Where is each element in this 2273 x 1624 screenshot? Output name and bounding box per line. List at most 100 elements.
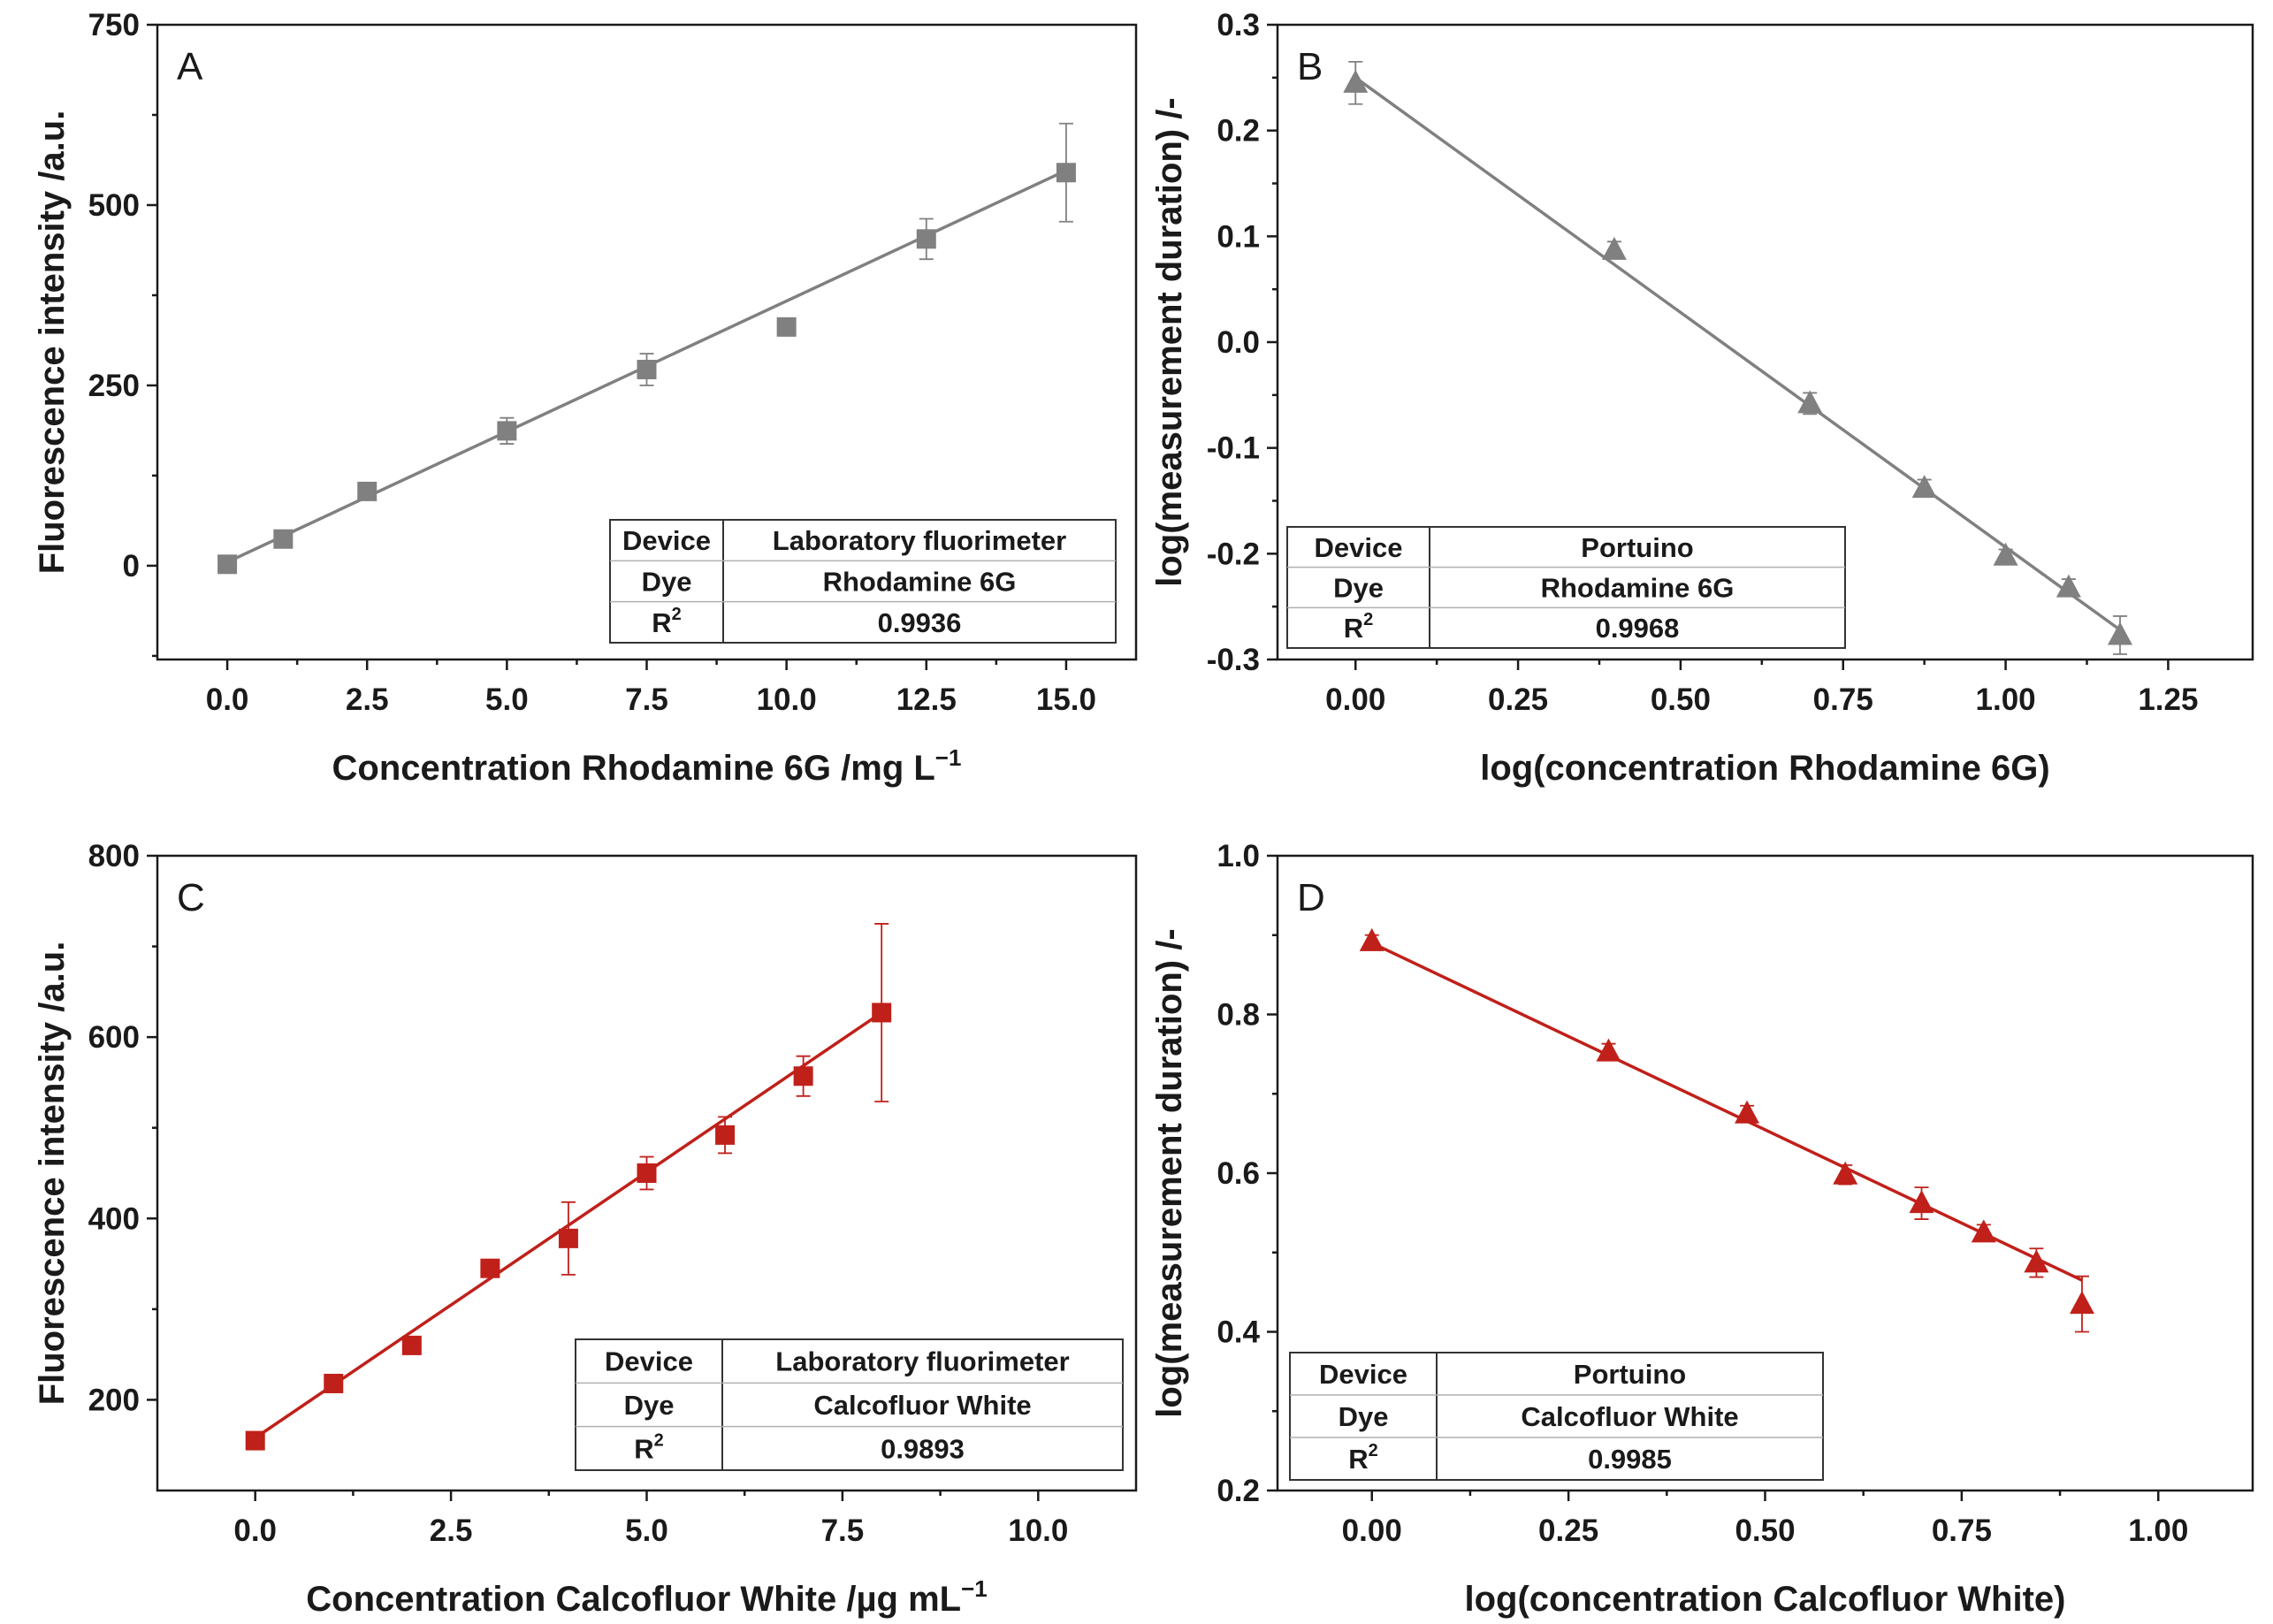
panel-d-data-point <box>1833 1161 1858 1185</box>
panel-b-data-point <box>1911 475 1937 499</box>
panel-b-data-point <box>2107 621 2132 645</box>
panel-d-y-tick-label: 0.4 <box>1217 1315 1260 1350</box>
panel-d-y-tick-label: 0.6 <box>1217 1156 1260 1191</box>
panel-b-x-tick-label: 0.00 <box>1325 682 1385 717</box>
panel-c-x-tick-label: 2.5 <box>430 1513 473 1548</box>
panel-a-data-point <box>776 316 797 337</box>
panel-a-x-axis-title: Concentration Rhodamine 6G /mg L−1 <box>332 744 962 788</box>
panel-b-data-point <box>2056 574 2081 598</box>
panel-a-x-tick-label: 15.0 <box>1036 682 1096 717</box>
panel-d-fit-line <box>1370 942 2083 1282</box>
panel-c-data-point <box>245 1430 265 1451</box>
panel-a-data-point <box>217 554 238 575</box>
panel-b-table-label: Device <box>1315 532 1403 563</box>
panel-a: 0.0 2.5 5.0 7.5 10.0 12.5 15.0 0 250 500 750 A Conce… <box>33 8 1138 788</box>
panel-d-table-label: R2 <box>1348 1441 1378 1475</box>
panel-c-data-point <box>793 1066 813 1086</box>
panel-d: 0.00 0.25 0.50 0.75 1.00 0.2 0.4 0.6 0.8 1.0 Dlog(… <box>1150 839 2254 1619</box>
panel-b-table-value: 0.9968 <box>1596 613 1680 644</box>
panel-c-table-border <box>575 1338 1124 1471</box>
panel-c-y-tick-label: 200 <box>88 1383 140 1417</box>
panel-a-y-tick-label: 750 <box>88 8 140 42</box>
panel-b-y-tick-label: 0.1 <box>1217 219 1260 254</box>
panel-a-x-tick-label: 12.5 <box>896 682 957 717</box>
panel-b-data-point <box>1601 236 1627 260</box>
panel-d-table-value: 0.9985 <box>1588 1444 1672 1475</box>
panel-c-data-point <box>558 1228 578 1248</box>
panel-a-y-tick-label: 250 <box>88 369 140 403</box>
panel-c-table-label: R2 <box>634 1430 664 1464</box>
panel-b: 0.00 0.25 0.50 0.75 1.00 1.25 -0.3 -0.2 -0.1 0.0 0… <box>1150 8 2254 788</box>
panel-b-x-tick-label: 0.50 <box>1651 682 1711 717</box>
panel-b-y-tick-label: 0.2 <box>1217 114 1260 149</box>
panel-c-table-value: 0.9893 <box>881 1433 965 1464</box>
panel-b-x-tick-label: 0.75 <box>1813 682 1873 717</box>
panel-c-y-tick-label: 400 <box>88 1201 140 1236</box>
panel-c-x-tick-label: 5.0 <box>625 1513 668 1548</box>
panel-a-x-tick-label: 7.5 <box>625 682 668 717</box>
panel-b-table-label: R2 <box>1344 610 1374 644</box>
panel-c-data-point <box>480 1258 500 1278</box>
panel-d-y-tick-label: 1.0 <box>1217 839 1260 873</box>
panel-d-x-axis-title: log(concentration Calcofluor White) <box>1465 1580 2066 1619</box>
panel-c-data-point <box>401 1335 422 1355</box>
panel-b-x-tick-label: 1.25 <box>2138 682 2198 717</box>
panel-d-table-value: Calcofluor White <box>1521 1401 1738 1432</box>
panel-b-data-point <box>1797 390 1823 414</box>
panel-d-info-table: Device Portuino Dye Calcofluor White R2 0.998… <box>1289 1352 1824 1481</box>
panel-a-x-tick-label: 0.0 <box>206 682 249 717</box>
panel-c-data-point <box>715 1125 736 1145</box>
panel-d-table-value: Portuino <box>1574 1359 1686 1390</box>
panel-b-table-label: Dye <box>1333 573 1384 604</box>
panel-c-x-tick-label: 7.5 <box>821 1513 865 1548</box>
panel-c-table-value: Calcofluor White <box>813 1390 1031 1421</box>
panel-b-y-tick-label: 0.0 <box>1217 325 1260 360</box>
panel-b-data-point <box>1993 542 2018 566</box>
panel-a-data-point <box>497 421 517 441</box>
panel-c-x-tick-label: 0.0 <box>233 1513 277 1548</box>
panel-c-table-label: Dye <box>624 1390 675 1421</box>
panel-c-y-axis-title: Fluorescence intensity /a.u. <box>33 942 72 1406</box>
panel-d-data-point <box>1596 1038 1621 1062</box>
panel-b-data-point <box>1343 69 1369 93</box>
panel-d-data-point <box>1735 1100 1760 1124</box>
panel-d-table-border <box>1289 1352 1824 1481</box>
panel-a-letter: A <box>177 45 203 88</box>
panel-a-y-tick-label: 0 <box>123 549 140 583</box>
panel-d-y-tick-label: 0.2 <box>1217 1474 1260 1508</box>
panel-a-table-value: Rhodamine 6G <box>823 567 1017 598</box>
panel-c-info-table: Device Laboratory fluorimeter Dye Calcofluo… <box>575 1338 1124 1471</box>
panel-b-y-tick-label: -0.1 <box>1207 431 1260 466</box>
panel-b-letter: B <box>1297 45 1323 88</box>
panel-c-table-value: Laboratory fluorimeter <box>775 1346 1069 1377</box>
panel-d-data-point <box>1971 1219 1996 1243</box>
panel-a-data-point <box>273 529 294 549</box>
panel-a-y-axis-title: Fluorescence intensity /a.u. <box>33 111 72 575</box>
panel-a-table-value: Laboratory fluorimeter <box>773 525 1066 556</box>
panel-b-x-tick-label: 0.25 <box>1488 682 1548 717</box>
panel-c-letter: C <box>177 876 205 919</box>
panel-c-x-tick-label: 10.0 <box>1008 1513 1068 1548</box>
panel-b-y-tick-label: 0.3 <box>1217 8 1260 42</box>
panel-d-x-tick-label: 0.25 <box>1538 1513 1598 1548</box>
panel-b-table-border <box>1286 526 1846 649</box>
panel-c-y-tick-label: 800 <box>88 839 140 873</box>
panel-a-data-point <box>637 360 657 380</box>
panel-b-table-value: Rhodamine 6G <box>1541 573 1735 604</box>
panel-b-y-tick-label: -0.3 <box>1207 643 1260 677</box>
panel-d-data-point <box>1909 1190 1934 1214</box>
panel-d-data-point <box>2024 1249 2049 1273</box>
panel-a-x-tick-label: 10.0 <box>757 682 817 717</box>
panel-a-table-label: Device <box>622 525 711 556</box>
panel-c-data-point <box>324 1373 344 1393</box>
panel-d-table-label: Dye <box>1339 1401 1389 1432</box>
panel-a-data-point <box>357 481 378 501</box>
panel-b-fit-line <box>1354 76 2122 631</box>
panel-d-table-label: Device <box>1319 1359 1407 1390</box>
panel-c: 0.0 2.5 5.0 7.5 10.0 200 400 600 800 C Concentrati… <box>33 839 1138 1619</box>
panel-d-x-tick-label: 0.75 <box>1932 1513 1992 1548</box>
panel-d-x-tick-label: 1.00 <box>2128 1513 2188 1548</box>
panel-a-table-label: Dye <box>642 567 692 598</box>
panel-b-y-axis-title: log(measurement duration) /- <box>1150 97 1189 586</box>
panel-c-data-point <box>637 1163 657 1183</box>
